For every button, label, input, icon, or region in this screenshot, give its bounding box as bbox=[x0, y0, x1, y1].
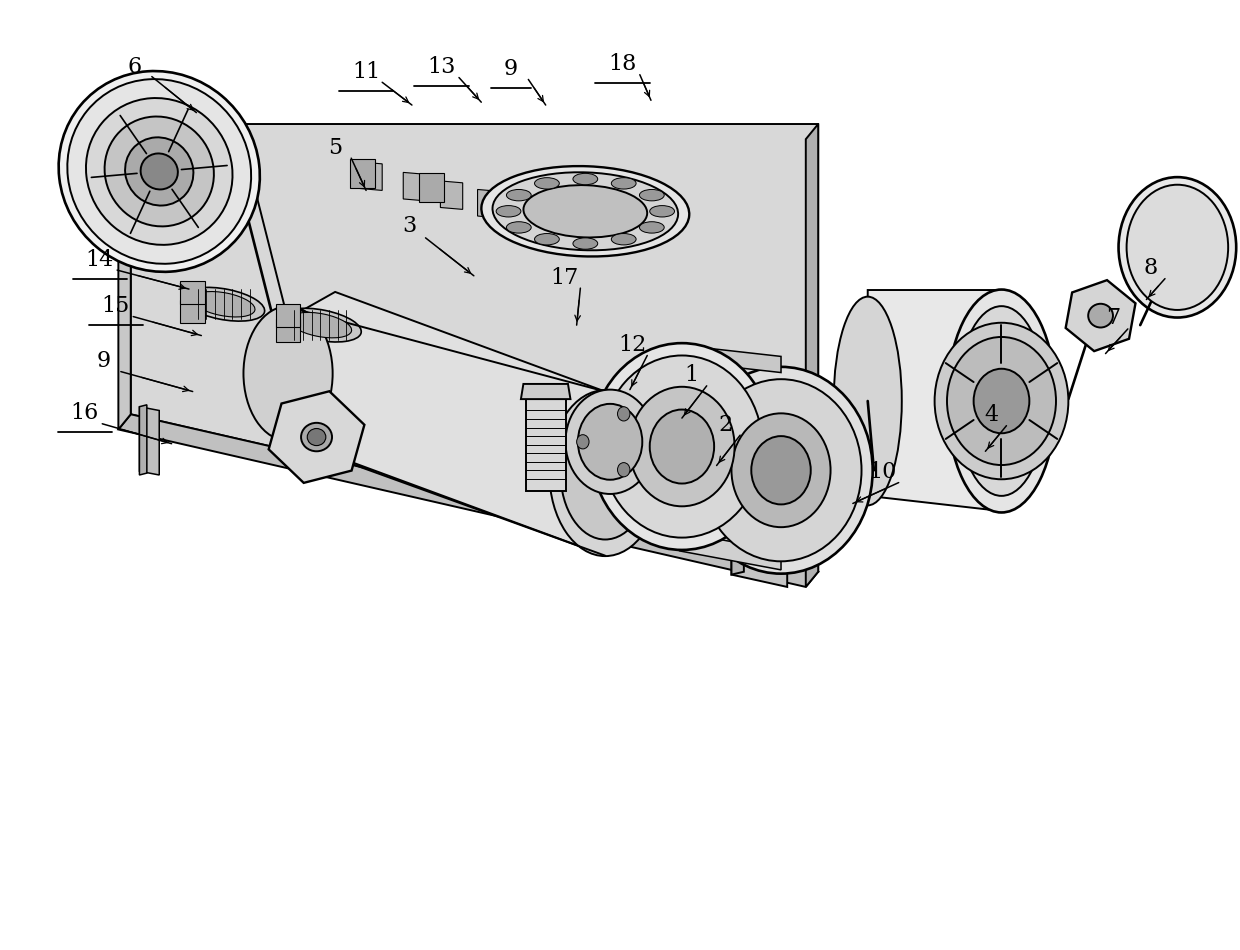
Text: 1: 1 bbox=[684, 365, 699, 387]
Ellipse shape bbox=[973, 369, 1029, 433]
Ellipse shape bbox=[534, 234, 559, 245]
Ellipse shape bbox=[534, 178, 559, 189]
Polygon shape bbox=[118, 124, 130, 429]
Ellipse shape bbox=[629, 387, 734, 506]
Bar bbox=[180, 300, 205, 323]
Polygon shape bbox=[477, 189, 500, 218]
Ellipse shape bbox=[601, 355, 763, 538]
Polygon shape bbox=[139, 405, 146, 475]
Ellipse shape bbox=[506, 221, 531, 233]
Ellipse shape bbox=[523, 185, 647, 238]
Text: 2: 2 bbox=[718, 413, 733, 436]
Ellipse shape bbox=[947, 290, 1056, 512]
Text: 8: 8 bbox=[1143, 257, 1157, 279]
Text: 18: 18 bbox=[609, 53, 636, 75]
Ellipse shape bbox=[125, 138, 193, 205]
Ellipse shape bbox=[751, 436, 811, 504]
Ellipse shape bbox=[565, 390, 655, 494]
Ellipse shape bbox=[611, 234, 636, 245]
Bar bbox=[350, 159, 374, 187]
Polygon shape bbox=[868, 290, 1002, 511]
Ellipse shape bbox=[650, 409, 714, 484]
Ellipse shape bbox=[640, 189, 665, 200]
Polygon shape bbox=[403, 172, 425, 200]
Bar bbox=[419, 173, 444, 201]
Polygon shape bbox=[118, 414, 818, 587]
Text: 17: 17 bbox=[551, 267, 578, 289]
Ellipse shape bbox=[289, 313, 352, 338]
Ellipse shape bbox=[140, 154, 177, 189]
Text: 10: 10 bbox=[868, 461, 897, 484]
Ellipse shape bbox=[611, 178, 636, 189]
Polygon shape bbox=[680, 345, 781, 372]
Text: 4: 4 bbox=[985, 405, 998, 427]
Text: 15: 15 bbox=[102, 295, 130, 317]
Ellipse shape bbox=[573, 173, 598, 184]
Ellipse shape bbox=[578, 404, 642, 480]
Polygon shape bbox=[1065, 280, 1136, 352]
Text: 12: 12 bbox=[619, 334, 646, 356]
Ellipse shape bbox=[67, 79, 252, 264]
Ellipse shape bbox=[496, 205, 521, 217]
Ellipse shape bbox=[1127, 184, 1228, 310]
Text: 13: 13 bbox=[428, 56, 456, 78]
Text: 3: 3 bbox=[402, 216, 417, 238]
Ellipse shape bbox=[701, 379, 862, 561]
Ellipse shape bbox=[650, 205, 675, 217]
Polygon shape bbox=[732, 406, 787, 587]
Ellipse shape bbox=[935, 323, 1069, 479]
Polygon shape bbox=[806, 124, 818, 587]
Bar bbox=[275, 304, 300, 327]
Ellipse shape bbox=[590, 343, 774, 550]
Ellipse shape bbox=[618, 407, 630, 421]
Ellipse shape bbox=[506, 189, 531, 200]
Polygon shape bbox=[269, 391, 365, 483]
Polygon shape bbox=[130, 124, 818, 572]
Ellipse shape bbox=[549, 390, 661, 556]
Ellipse shape bbox=[86, 98, 233, 245]
Ellipse shape bbox=[301, 423, 332, 451]
Text: 16: 16 bbox=[71, 403, 99, 425]
Ellipse shape bbox=[833, 296, 901, 505]
Text: 9: 9 bbox=[503, 58, 518, 80]
Ellipse shape bbox=[689, 367, 873, 574]
Ellipse shape bbox=[1089, 304, 1114, 328]
Polygon shape bbox=[680, 532, 781, 570]
Ellipse shape bbox=[58, 71, 260, 272]
Polygon shape bbox=[288, 292, 605, 556]
Ellipse shape bbox=[104, 117, 213, 226]
Ellipse shape bbox=[192, 292, 255, 317]
Ellipse shape bbox=[732, 413, 831, 527]
Ellipse shape bbox=[957, 306, 1047, 496]
Text: 5: 5 bbox=[329, 137, 342, 159]
Text: 6: 6 bbox=[128, 56, 141, 78]
Ellipse shape bbox=[481, 166, 689, 256]
Bar bbox=[275, 319, 300, 342]
Polygon shape bbox=[360, 162, 382, 190]
Bar bbox=[180, 281, 205, 304]
Text: 11: 11 bbox=[352, 61, 381, 83]
Ellipse shape bbox=[560, 407, 650, 540]
Ellipse shape bbox=[577, 435, 589, 449]
Ellipse shape bbox=[243, 306, 332, 441]
Text: 14: 14 bbox=[86, 249, 114, 271]
Ellipse shape bbox=[308, 428, 326, 446]
Ellipse shape bbox=[640, 221, 665, 233]
Ellipse shape bbox=[573, 238, 598, 249]
Ellipse shape bbox=[492, 172, 678, 250]
Polygon shape bbox=[732, 403, 744, 575]
Polygon shape bbox=[440, 180, 463, 209]
Polygon shape bbox=[526, 399, 565, 491]
Ellipse shape bbox=[618, 463, 630, 477]
Text: 9: 9 bbox=[97, 351, 110, 372]
Ellipse shape bbox=[279, 308, 361, 342]
Ellipse shape bbox=[182, 288, 264, 321]
Text: 7: 7 bbox=[1106, 308, 1120, 330]
Polygon shape bbox=[139, 407, 159, 475]
Polygon shape bbox=[521, 384, 570, 399]
Ellipse shape bbox=[947, 337, 1056, 466]
Ellipse shape bbox=[1118, 177, 1236, 317]
